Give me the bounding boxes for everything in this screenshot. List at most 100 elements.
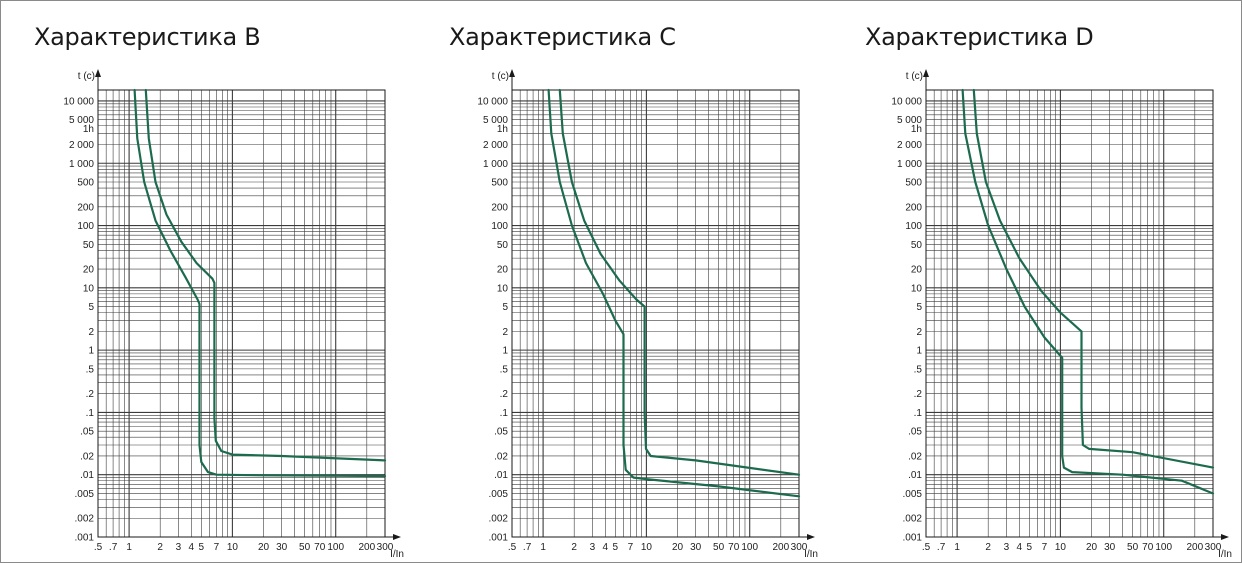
x-tick-label: 5 bbox=[199, 542, 205, 553]
y-tick-label: .01 bbox=[80, 470, 94, 481]
x-tick-label: 4 bbox=[603, 542, 609, 553]
x-tick-label: 100 bbox=[741, 542, 758, 553]
chart-title-d: Характеристика D bbox=[865, 23, 1094, 51]
y-tick-label: 2 000 bbox=[69, 140, 94, 151]
x-tick-label: 4 bbox=[1017, 542, 1023, 553]
y-tick-label: .002 bbox=[903, 514, 923, 525]
curve-lower-bound bbox=[961, 88, 1215, 495]
chart-title-c: Характеристика C bbox=[449, 23, 676, 51]
x-tick-label: 30 bbox=[690, 542, 702, 553]
y-tick-label: 50 bbox=[911, 240, 923, 251]
x-tick-label: 4 bbox=[189, 542, 195, 553]
y-tick-label: 1 bbox=[916, 346, 922, 357]
y-tick-label: 10 bbox=[497, 283, 509, 294]
x-tick-label: .7 bbox=[523, 542, 532, 553]
x-axis-label: I/In bbox=[804, 549, 818, 560]
y-tick-label: 10 bbox=[83, 283, 95, 294]
y-tick-label: 100 bbox=[491, 221, 508, 232]
x-tick-label: 200 bbox=[358, 542, 375, 553]
y-tick-label: 10 000 bbox=[477, 96, 508, 107]
x-tick-label: 50 bbox=[1127, 542, 1139, 553]
y-tick-label: 5 000 bbox=[69, 115, 94, 126]
y-axis-label: t (c) bbox=[78, 71, 95, 82]
x-tick-label: 3 bbox=[1004, 542, 1010, 553]
y-tick-label: 1 bbox=[88, 346, 94, 357]
plot-border bbox=[925, 89, 1214, 538]
x-tick-label: 3 bbox=[590, 542, 596, 553]
y-tick-label: 5 bbox=[916, 302, 922, 313]
y-tick-label: .02 bbox=[80, 451, 94, 462]
y-tick-label: 2 bbox=[88, 327, 94, 338]
curve-lower-bound bbox=[133, 88, 387, 478]
x-tick-label: 300 bbox=[377, 542, 394, 553]
y-tick-label: 100 bbox=[77, 221, 94, 232]
y-tick-label: .001 bbox=[903, 533, 923, 544]
y-tick-label: 100 bbox=[905, 221, 922, 232]
y-tick-label: 500 bbox=[905, 178, 922, 189]
x-tick-label: 10 bbox=[641, 542, 653, 553]
y-axis-label: t (c) bbox=[492, 71, 509, 82]
x-tick-label: .7 bbox=[937, 542, 946, 553]
y-tick-label: .01 bbox=[494, 470, 508, 481]
x-tick-label: 7 bbox=[628, 542, 634, 553]
x-tick-label: .5 bbox=[508, 542, 517, 553]
y-tick-label: 50 bbox=[497, 240, 509, 251]
y-tick-label: 20 bbox=[497, 265, 509, 276]
y-tick-label: .005 bbox=[489, 489, 509, 500]
y-tick-label: 5 000 bbox=[897, 115, 922, 126]
x-tick-label: 300 bbox=[791, 542, 808, 553]
x-tick-label: 7 bbox=[1042, 542, 1048, 553]
x-tick-label: 1 bbox=[126, 542, 132, 553]
y-tick-label: .2 bbox=[500, 389, 509, 400]
y-tick-label: 5 bbox=[502, 302, 508, 313]
curve-upper-bound bbox=[144, 88, 387, 462]
y-tick-label: .5 bbox=[86, 364, 95, 375]
y-tick-label: 1 000 bbox=[483, 159, 508, 170]
x-tick-label: 3 bbox=[176, 542, 182, 553]
y-axis-arrow-head bbox=[923, 69, 929, 77]
y-tick-label: 2 bbox=[916, 327, 922, 338]
y-tick-label: 2 bbox=[502, 327, 508, 338]
x-tick-label: 200 bbox=[1186, 542, 1203, 553]
x-tick-label: 2 bbox=[985, 542, 991, 553]
x-tick-label: 1 bbox=[540, 542, 546, 553]
x-tick-label: 20 bbox=[1086, 542, 1098, 553]
x-axis-arrow-head bbox=[1221, 534, 1229, 540]
y-tick-label: .05 bbox=[908, 427, 922, 438]
y-tick-label: 500 bbox=[77, 178, 94, 189]
y-axis-arrow-head bbox=[509, 69, 515, 77]
chart-panel-c: Характеристика C t (c) I/In 10 000 5 000 1h 2… bbox=[415, 1, 829, 562]
y-tick-label: .2 bbox=[86, 389, 95, 400]
x-tick-label: 300 bbox=[1205, 542, 1222, 553]
x-axis-arrow-head bbox=[393, 534, 401, 540]
x-tick-label: 2 bbox=[157, 542, 163, 553]
x-tick-label: 30 bbox=[1104, 542, 1116, 553]
y-tick-label: 5 bbox=[88, 302, 94, 313]
x-axis-label: I/In bbox=[1218, 549, 1232, 560]
x-tick-label: 10 bbox=[1055, 542, 1067, 553]
y-tick-label: 2 000 bbox=[483, 140, 508, 151]
y-tick-label: .02 bbox=[908, 451, 922, 462]
chart-title-b: Характеристика B bbox=[34, 23, 261, 51]
plot-border bbox=[511, 89, 800, 538]
y-tick-label: 10 bbox=[911, 283, 923, 294]
x-axis-label: I/In bbox=[390, 549, 404, 560]
x-tick-label: 20 bbox=[672, 542, 684, 553]
plot-border bbox=[97, 89, 386, 538]
y-tick-label: 500 bbox=[491, 178, 508, 189]
chart-panel-b: Характеристика B t (c) I/In 10 000 5 000 1h 2… bbox=[1, 1, 415, 562]
y-tick-label: 200 bbox=[905, 202, 922, 213]
y-tick-label: 5 000 bbox=[483, 115, 508, 126]
y-tick-label: .05 bbox=[494, 427, 508, 438]
y-tick-label: 200 bbox=[77, 202, 94, 213]
y-tick-label: .005 bbox=[903, 489, 923, 500]
y-tick-label: .01 bbox=[908, 470, 922, 481]
x-tick-label: .5 bbox=[94, 542, 103, 553]
grid bbox=[511, 90, 800, 538]
x-tick-label: 100 bbox=[327, 542, 344, 553]
y-tick-label: .02 bbox=[494, 451, 508, 462]
x-tick-label: 20 bbox=[258, 542, 270, 553]
